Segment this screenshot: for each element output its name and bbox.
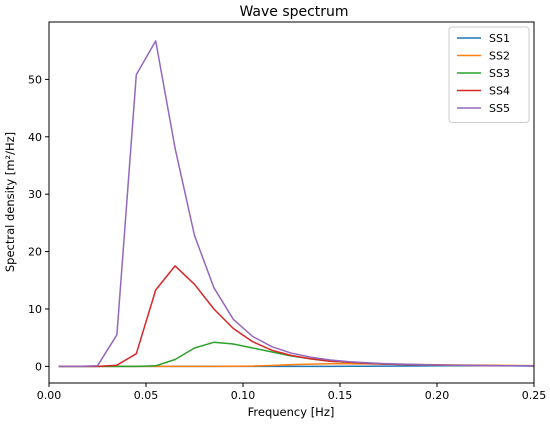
legend-label-ss2: SS2 bbox=[489, 50, 510, 63]
y-tick-label: 40 bbox=[28, 131, 42, 144]
y-tick-label: 10 bbox=[28, 303, 42, 316]
y-axis-label: Spectral density [m²/Hz] bbox=[3, 132, 17, 272]
y-tick-label: 50 bbox=[28, 73, 42, 86]
legend-label-ss1: SS1 bbox=[489, 32, 510, 45]
x-tick-label: 0.05 bbox=[134, 389, 159, 402]
y-tick-label: 20 bbox=[28, 246, 42, 259]
series-line-ss5 bbox=[58, 40, 534, 368]
x-tick-label: 0.20 bbox=[425, 389, 450, 402]
x-tick-label: 0.25 bbox=[522, 389, 547, 402]
plot-frame bbox=[48, 21, 535, 384]
x-tick-label: 0.15 bbox=[328, 389, 353, 402]
y-tick-label: 30 bbox=[28, 188, 42, 201]
plot-area bbox=[58, 40, 535, 368]
x-axis-label: Frequency [Hz] bbox=[248, 405, 335, 419]
series-line-ss4 bbox=[58, 265, 535, 368]
legend: SS1 SS2 SS3 SS4 SS5 bbox=[448, 26, 530, 123]
x-tick-label: 0.00 bbox=[37, 389, 62, 402]
legend-label-ss5: SS5 bbox=[489, 102, 510, 115]
chart-title: Wave spectrum bbox=[239, 4, 348, 20]
y-axis: 0 10 20 30 40 50 bbox=[28, 73, 49, 373]
y-tick-label: 0 bbox=[35, 360, 42, 373]
legend-label-ss4: SS4 bbox=[489, 85, 510, 98]
x-axis: 0.00 0.05 0.10 0.15 0.20 0.25 bbox=[37, 383, 547, 402]
x-tick-label: 0.10 bbox=[231, 389, 256, 402]
legend-box bbox=[448, 26, 530, 123]
legend-label-ss3: SS3 bbox=[489, 67, 510, 80]
